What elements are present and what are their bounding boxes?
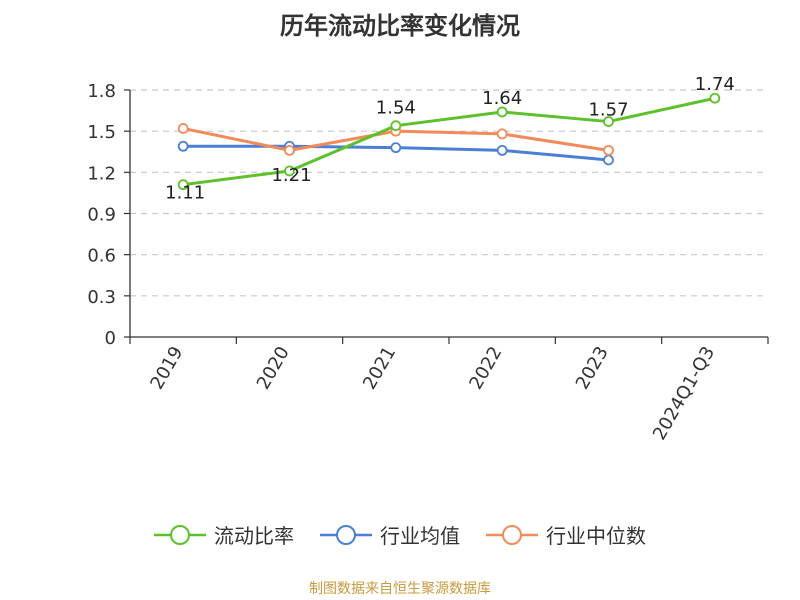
x-tick-label: 2020	[253, 343, 294, 393]
legend: 流动比率 行业均值 行业中位数	[0, 520, 800, 549]
legend-label-current-ratio: 流动比率	[214, 524, 294, 548]
y-tick-label: 1.2	[87, 163, 116, 184]
x-tick-label: 2022	[465, 343, 506, 393]
data-point	[603, 144, 614, 156]
series-line-0	[182, 96, 716, 187]
data-point	[603, 154, 614, 166]
legend-item-industry-median[interactable]: 行业中位数	[486, 520, 646, 549]
y-tick-label: 0.9	[87, 205, 116, 226]
data-point	[709, 92, 721, 104]
data-label: 1.57	[588, 100, 628, 121]
data-point	[284, 144, 295, 156]
y-tick-label: 0	[105, 328, 116, 349]
data-point	[496, 106, 508, 118]
data-label: 1.11	[165, 183, 205, 204]
legend-marker-current-ratio	[154, 524, 206, 545]
x-tick-label: 2023	[572, 343, 613, 393]
data-point	[603, 116, 614, 127]
chart-title: 历年流动比率变化情况	[280, 12, 520, 40]
data-label: 1.74	[695, 74, 735, 95]
legend-marker-industry-median	[486, 524, 538, 545]
legend-marker-industry-mean	[320, 524, 372, 545]
data-point	[177, 140, 189, 152]
legend-item-industry-mean[interactable]: 行业均值	[320, 520, 460, 549]
data-point	[390, 142, 402, 154]
data-label: 1.21	[271, 165, 311, 186]
data-point	[177, 123, 189, 134]
source-note: 制图数据来自恒生聚源数据库	[309, 581, 491, 597]
data-point	[496, 144, 508, 156]
data-point	[496, 128, 508, 140]
data-point	[284, 165, 295, 177]
y-tick-label: 1.8	[87, 81, 116, 102]
data-label: 1.64	[482, 88, 522, 109]
legend-label-industry-median: 行业中位数	[546, 524, 646, 548]
y-tick-label: 1.5	[87, 122, 116, 143]
x-tick-label: 2021	[359, 343, 400, 393]
data-point	[177, 179, 189, 191]
data-point	[390, 120, 402, 132]
data-label: 1.54	[376, 98, 416, 119]
x-tick-label: 2024Q1-Q3	[649, 343, 719, 444]
x-tick-label: 2019	[146, 343, 187, 393]
y-tick-label: 0.6	[87, 246, 116, 267]
legend-item-current-ratio[interactable]: 流动比率	[154, 520, 294, 549]
legend-label-industry-mean: 行业均值	[380, 524, 460, 548]
y-tick-label: 0.3	[87, 287, 116, 308]
